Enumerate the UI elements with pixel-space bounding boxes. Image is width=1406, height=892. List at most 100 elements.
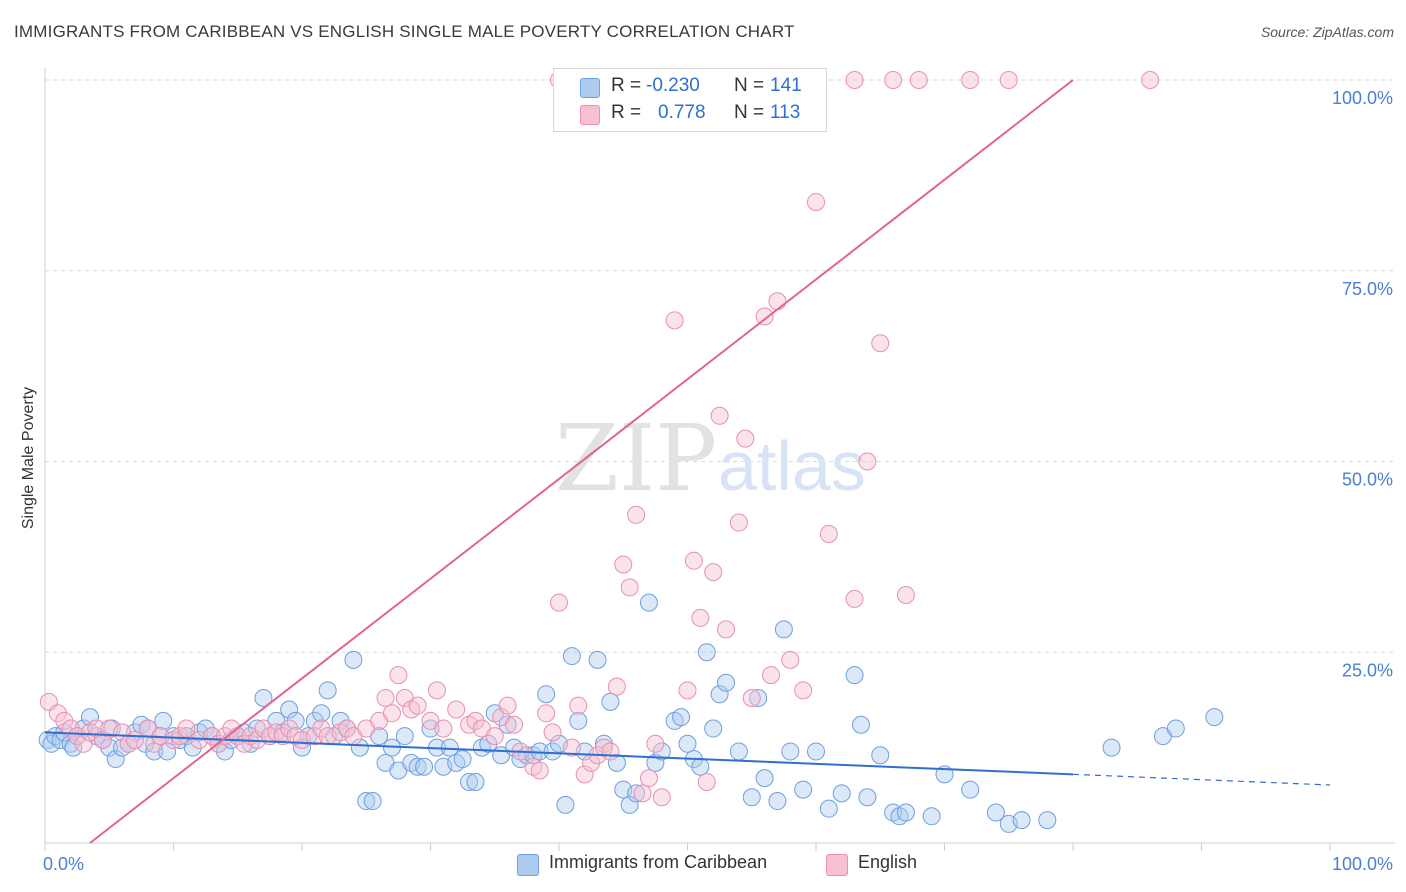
- data-point: [170, 727, 189, 746]
- y-tick-label: 50.0%: [1342, 470, 1393, 490]
- data-point: [704, 563, 723, 582]
- data-point: [363, 792, 382, 811]
- data-point: [562, 738, 581, 757]
- legend-swatch-caribbean: [580, 78, 600, 98]
- data-point: [819, 524, 838, 543]
- data-point: [537, 685, 556, 704]
- x-tick-label: 100.0%: [1332, 854, 1393, 874]
- trend-line-caribbean: [44, 731, 1074, 776]
- data-point: [55, 711, 74, 730]
- data-point: [530, 761, 549, 780]
- data-point: [710, 685, 729, 704]
- data-point: [858, 788, 877, 807]
- data-point: [896, 803, 915, 822]
- data-point: [447, 700, 466, 719]
- data-point: [961, 780, 980, 799]
- legend-label-caribbean: Immigrants from Caribbean: [549, 852, 768, 872]
- data-point: [376, 689, 395, 708]
- data-point: [768, 292, 787, 311]
- data-point: [408, 696, 427, 715]
- data-point: [832, 784, 851, 803]
- data-point: [851, 715, 870, 734]
- data-point: [1141, 71, 1160, 89]
- data-point: [858, 452, 877, 471]
- data-point: [466, 711, 485, 730]
- data-point: [434, 719, 453, 738]
- data-point: [755, 769, 774, 788]
- data-point: [312, 719, 331, 738]
- data-point: [742, 788, 761, 807]
- data-point: [569, 696, 588, 715]
- data-point: [280, 700, 299, 719]
- x-tick-label: 0.0%: [43, 854, 84, 874]
- data-point: [337, 719, 356, 738]
- data-point: [807, 193, 825, 212]
- data-point: [871, 746, 890, 765]
- data-point: [87, 719, 106, 738]
- data-point: [312, 704, 331, 723]
- data-point: [389, 666, 408, 685]
- data-point: [678, 734, 697, 753]
- data-point: [627, 784, 646, 803]
- data-point: [485, 727, 504, 746]
- data-point: [710, 406, 729, 425]
- data-point: [280, 719, 299, 738]
- data-point: [556, 795, 575, 814]
- data-point: [620, 795, 639, 814]
- data-point: [697, 772, 716, 791]
- data-point: [215, 742, 234, 761]
- data-point: [395, 727, 414, 746]
- data-point: [100, 738, 119, 757]
- stats-legend: R = -0.230 N = 141 R = 0.778 N = 113: [553, 68, 827, 132]
- data-point: [1038, 811, 1057, 830]
- data-point: [421, 719, 440, 738]
- data-point: [607, 677, 626, 696]
- data-point: [48, 704, 67, 723]
- data-point: [222, 719, 241, 738]
- data-point: [1102, 738, 1121, 757]
- data-point: [884, 71, 903, 89]
- data-point: [145, 734, 164, 753]
- watermark-zip: ZIP: [555, 405, 717, 512]
- data-point: [794, 681, 813, 700]
- data-point: [620, 578, 639, 597]
- data-point: [627, 505, 646, 524]
- data-point: [145, 742, 164, 761]
- trend-line-caribbean-extension: [1072, 773, 1331, 786]
- data-point: [762, 666, 781, 685]
- axes: [44, 68, 1395, 851]
- data-point: [505, 715, 524, 734]
- data-point: [781, 650, 800, 669]
- trend-line-english: [89, 79, 1074, 844]
- data-point: [896, 586, 915, 605]
- data-point: [678, 681, 697, 700]
- data-point: [672, 708, 691, 727]
- data-point: [466, 772, 485, 791]
- legend-r-label: R =: [611, 102, 642, 123]
- data-point: [781, 742, 800, 761]
- data-point: [575, 765, 594, 784]
- data-point: [594, 734, 613, 753]
- data-point: [736, 429, 755, 448]
- data-point: [460, 772, 479, 791]
- data-point: [106, 750, 125, 769]
- data-point: [1205, 708, 1224, 727]
- legend-row-english: R = 0.778 N = 113: [554, 102, 824, 126]
- data-point: [742, 689, 761, 708]
- legend-r-label: R =: [611, 75, 642, 96]
- data-point: [1012, 811, 1031, 830]
- data-point: [871, 334, 890, 353]
- data-point: [1166, 719, 1185, 738]
- data-point: [273, 727, 292, 746]
- legend-r-value: -0.230: [646, 75, 700, 96]
- data-point: [498, 696, 517, 715]
- data-point: [357, 792, 376, 811]
- data-point: [749, 689, 768, 708]
- legend-n-value: 141: [770, 75, 802, 96]
- data-point: [74, 734, 93, 753]
- data-point: [922, 807, 941, 826]
- data-point: [755, 307, 774, 326]
- data-point: [286, 711, 305, 730]
- data-point: [305, 727, 324, 746]
- data-point: [794, 780, 813, 799]
